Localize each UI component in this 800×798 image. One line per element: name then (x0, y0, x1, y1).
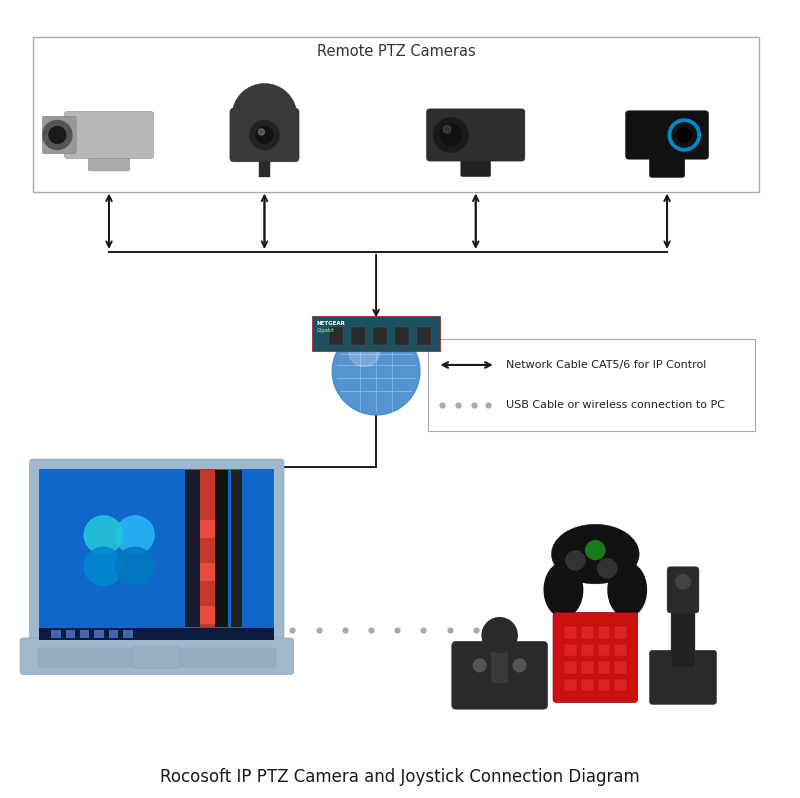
Bar (581, 661, 594, 674)
Circle shape (440, 124, 462, 146)
Circle shape (566, 551, 585, 570)
Circle shape (43, 120, 72, 149)
Bar (614, 661, 627, 674)
Bar (598, 626, 610, 638)
Bar (39, 628, 274, 639)
Bar (230, 470, 242, 627)
Ellipse shape (607, 562, 647, 618)
Bar (200, 470, 214, 627)
FancyBboxPatch shape (20, 638, 294, 674)
Bar (200, 606, 214, 624)
Circle shape (514, 659, 526, 672)
Bar (94, 630, 104, 638)
FancyBboxPatch shape (230, 108, 299, 162)
FancyBboxPatch shape (417, 327, 431, 345)
Bar (614, 643, 627, 656)
FancyBboxPatch shape (667, 567, 699, 613)
FancyBboxPatch shape (373, 327, 387, 345)
Circle shape (598, 559, 617, 578)
Bar (598, 661, 610, 674)
Bar (428, 339, 754, 431)
Circle shape (474, 659, 486, 672)
Text: Network Cable CAT5/6 for IP Control: Network Cable CAT5/6 for IP Control (506, 360, 706, 370)
FancyBboxPatch shape (312, 315, 440, 351)
Bar (66, 630, 75, 638)
Bar (581, 643, 594, 656)
Bar (200, 585, 214, 602)
Circle shape (49, 127, 66, 144)
Circle shape (678, 128, 691, 142)
Bar (215, 470, 228, 627)
Bar (598, 678, 610, 691)
Text: USB Cable or wireless connection to PC: USB Cable or wireless connection to PC (506, 401, 725, 410)
FancyBboxPatch shape (553, 613, 638, 702)
Bar (34, 38, 758, 192)
Bar (200, 563, 214, 581)
FancyBboxPatch shape (650, 650, 717, 705)
Text: Gigabit: Gigabit (316, 328, 334, 334)
Bar (614, 678, 627, 691)
FancyBboxPatch shape (65, 112, 154, 158)
Ellipse shape (543, 562, 583, 618)
Ellipse shape (116, 547, 154, 586)
FancyBboxPatch shape (461, 154, 490, 176)
Bar (38, 647, 276, 666)
Bar (123, 630, 133, 638)
Bar (581, 678, 594, 691)
Text: Rocosoft IP PTZ Camera and Joystick Connection Diagram: Rocosoft IP PTZ Camera and Joystick Conn… (160, 768, 640, 786)
Circle shape (676, 575, 690, 589)
Circle shape (258, 129, 265, 135)
Circle shape (586, 540, 605, 559)
Bar (80, 630, 90, 638)
Bar (51, 630, 61, 638)
Bar (200, 520, 214, 538)
FancyBboxPatch shape (426, 109, 525, 161)
Bar (564, 643, 577, 656)
Bar (614, 626, 627, 638)
Text: NETGEAR: NETGEAR (316, 321, 345, 326)
Circle shape (434, 118, 468, 152)
Text: Remote PTZ Cameras: Remote PTZ Cameras (317, 44, 475, 58)
FancyBboxPatch shape (650, 152, 685, 177)
Circle shape (482, 618, 517, 653)
Circle shape (250, 120, 279, 149)
FancyBboxPatch shape (42, 117, 76, 154)
Bar (581, 626, 594, 638)
Bar (109, 630, 118, 638)
Bar (564, 626, 577, 638)
Ellipse shape (84, 516, 122, 554)
Circle shape (668, 119, 700, 151)
FancyBboxPatch shape (452, 642, 547, 709)
FancyBboxPatch shape (88, 153, 130, 171)
Ellipse shape (84, 547, 122, 586)
FancyBboxPatch shape (258, 156, 270, 177)
FancyBboxPatch shape (30, 459, 284, 649)
Bar (598, 643, 610, 656)
FancyBboxPatch shape (133, 646, 181, 668)
Circle shape (332, 327, 420, 415)
Bar (564, 661, 577, 674)
Circle shape (349, 336, 379, 366)
FancyBboxPatch shape (492, 636, 508, 683)
Circle shape (672, 123, 697, 147)
Bar (39, 468, 274, 639)
Wedge shape (232, 84, 297, 116)
Circle shape (443, 125, 451, 133)
Bar (200, 499, 214, 516)
FancyBboxPatch shape (626, 111, 709, 159)
FancyBboxPatch shape (671, 603, 695, 668)
Ellipse shape (116, 516, 154, 554)
Ellipse shape (551, 524, 639, 584)
Bar (564, 678, 577, 691)
Bar (185, 470, 202, 627)
Circle shape (256, 127, 273, 144)
Bar (200, 542, 214, 559)
FancyBboxPatch shape (329, 327, 343, 345)
FancyBboxPatch shape (395, 327, 409, 345)
FancyBboxPatch shape (351, 327, 366, 345)
